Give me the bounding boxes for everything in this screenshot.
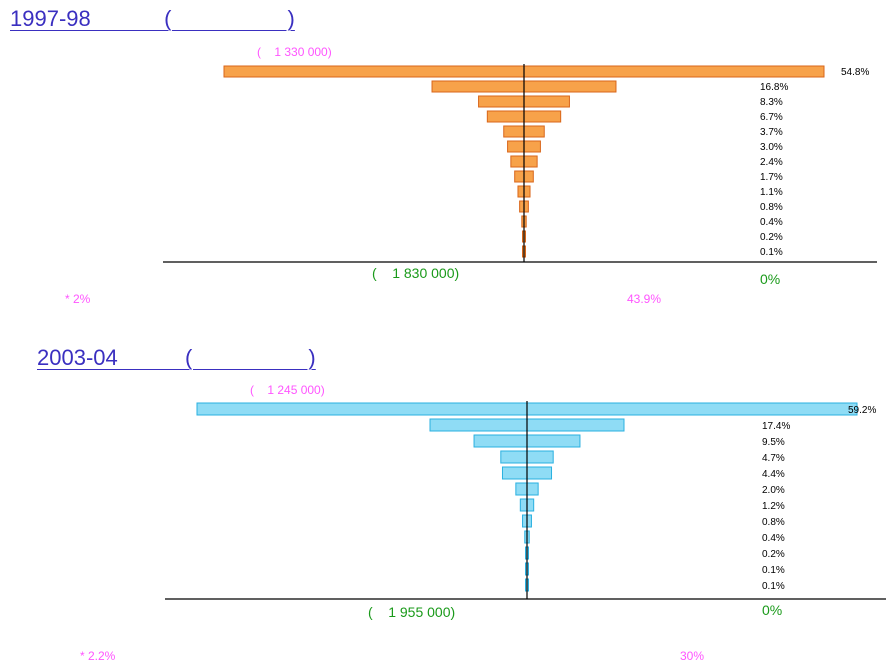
data-label-7: 0.8% [762,517,785,528]
chart2-annotation-bottom-right: 0% [762,602,783,618]
chart1-annotation-top: ( 1 330 000) [257,45,332,59]
data-label-9: 0.2% [762,549,785,560]
chart1-note-left: * 2% [65,292,91,306]
data-label-2: 9.5% [762,437,785,448]
data-label-10: 0.1% [762,565,785,576]
data-label-5: 3.0% [760,142,783,153]
chart2-svg: 59.2% 17.4% 9.5% 4.7% 4.4% 2.0% 1.2% 0.8% 0.4% 0.… [165,401,886,600]
data-label-12: 0.1% [760,247,783,258]
data-label-6: 1.2% [762,501,785,512]
data-label-2: 8.3% [760,97,783,108]
data-label-3: 4.7% [762,453,785,464]
chart2-annotation-top: ( 1 245 000) [250,383,325,397]
chart2-note-right: 30% [680,649,705,663]
data-label-8: 0.4% [762,533,785,544]
chart1-annotation-bottom-right: 0% [760,271,781,287]
chart2-note-left: * 2.2% [80,649,116,663]
data-label-3: 6.7% [760,112,783,123]
data-label-0: 54.8% [841,67,869,78]
data-label-1: 16.8% [760,82,788,93]
data-label-11: 0.2% [760,232,783,243]
data-label-5: 2.0% [762,485,785,496]
data-label-4: 3.7% [760,127,783,138]
chart2-title: 2003-04 ( ) [37,345,316,370]
data-label-10: 0.4% [760,217,783,228]
chart1-note-right: 43.9% [627,292,662,306]
data-label-11: 0.1% [762,581,785,592]
chart1-svg: 54.8% 16.8% 8.3% 6.7% 3.7% 3.0% 2.4% 1.7% 1.1% 0.… [163,64,877,263]
data-label-1: 17.4% [762,421,790,432]
data-label-9: 0.8% [760,202,783,213]
data-label-7: 1.7% [760,172,783,183]
chart1-annotation-bottom-left: ( 1 830 000) [372,265,460,281]
data-label-8: 1.1% [760,187,783,198]
chart1-title: 1997-98 ( ) [10,6,295,31]
data-label-4: 4.4% [762,469,785,480]
chart2-annotation-bottom-left: ( 1 955 000) [368,604,456,620]
data-label-6: 2.4% [760,157,783,168]
data-label-0: 59.2% [848,405,876,416]
